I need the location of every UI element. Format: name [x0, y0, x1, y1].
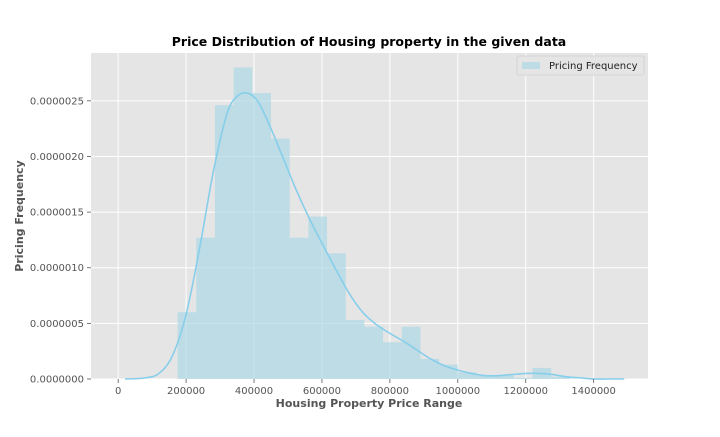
histogram-bar-7	[308, 216, 328, 379]
histogram-bar-16	[476, 375, 496, 379]
y-tick-label-1: 0.0000005	[30, 319, 84, 330]
y-axis-ticks: 0.0000000 0.0000005 0.0000010 0.0000015 0.00…	[30, 96, 91, 386]
y-tick-label-5: 0.0000025	[30, 96, 84, 107]
histogram-bar-6	[289, 237, 309, 379]
legend-box	[516, 55, 645, 76]
y-tick-label-0: 0.0000000	[30, 375, 84, 386]
x-tick-label-0: 0	[115, 386, 121, 397]
x-tick-label-7: 1400000	[571, 386, 616, 397]
histogram-bar-2	[214, 105, 234, 379]
x-tick-label-5: 1000000	[436, 386, 481, 397]
histogram-bar-3	[233, 67, 253, 379]
y-tick-label-4: 0.0000020	[30, 152, 84, 163]
y-tick-label-2: 0.0000010	[30, 263, 84, 274]
histogram-bars	[177, 67, 570, 379]
histogram-bar-1	[196, 237, 215, 379]
legend: Pricing Frequency	[516, 55, 645, 76]
legend-swatch	[522, 62, 540, 69]
kde-curve	[124, 91, 625, 380]
histogram-bar-0	[177, 312, 197, 379]
x-tick-label-2: 400000	[235, 386, 273, 397]
y-axis-label: Pricing Frequency	[13, 160, 26, 271]
histogram-bar-9	[345, 320, 365, 379]
x-axis-label: Housing Property Price Range	[276, 397, 463, 410]
histogram-bar-10	[364, 326, 384, 379]
histogram-bar-20	[551, 376, 570, 379]
x-tick-label-3: 600000	[303, 386, 341, 397]
chart-title: Price Distribution of Housing property i…	[172, 34, 566, 49]
histogram-bar-12	[401, 326, 421, 379]
histogram-bar-18	[513, 377, 533, 379]
histogram-bar-11	[383, 342, 402, 379]
histogram-bar-17	[495, 375, 514, 379]
histogram-bar-8	[327, 253, 346, 379]
x-tick-label-4: 800000	[371, 386, 409, 397]
histogram-bar-5	[271, 138, 290, 379]
histogram-bar-15	[457, 372, 477, 379]
x-tick-label-6: 1200000	[503, 386, 548, 397]
y-tick-label-3: 0.0000015	[30, 208, 84, 219]
histogram-bar-13	[420, 358, 440, 379]
x-axis-ticks: 0 200000 400000 600000 800000 1000000 1200000 1…	[115, 379, 616, 397]
legend-entry-pricing-frequency: Pricing Frequency	[549, 61, 638, 72]
histogram-bar-4	[252, 93, 272, 379]
x-tick-label-1: 200000	[167, 386, 205, 397]
